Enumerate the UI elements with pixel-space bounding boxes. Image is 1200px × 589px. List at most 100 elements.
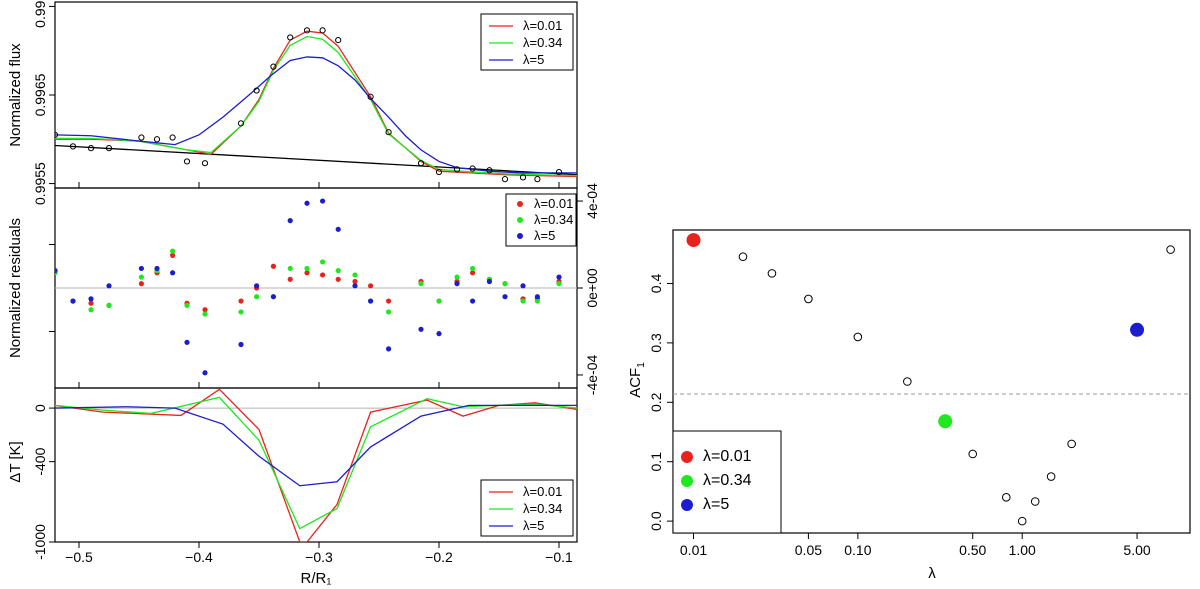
acf-highlight-point-1 bbox=[938, 414, 953, 429]
residuals-point-2 bbox=[238, 341, 244, 348]
residuals-point-2 bbox=[154, 265, 160, 272]
deltaT-series-0 bbox=[55, 388, 577, 542]
acf-xtick-label: 0.50 bbox=[959, 542, 986, 558]
residuals-point-1 bbox=[254, 294, 260, 300]
residuals-point-1 bbox=[304, 265, 310, 272]
flux-plot-area bbox=[55, 27, 577, 183]
flux-observed-point bbox=[335, 36, 342, 44]
residuals-point-2 bbox=[556, 274, 562, 280]
acf-ytick-label: 0.0 bbox=[648, 511, 664, 531]
flux-observed-point bbox=[534, 176, 541, 183]
residuals-point-0 bbox=[270, 263, 276, 269]
flux-observed-point bbox=[303, 27, 311, 34]
deltaT-x-axis: −0.5 −0.4 −0.3 −0.2 −0.1 bbox=[65, 542, 573, 565]
residuals-point-1 bbox=[287, 265, 293, 272]
deltaT-ytick-label: -1000 bbox=[32, 524, 48, 560]
residuals-legend-label-2: λ=5 bbox=[534, 228, 555, 243]
acf-open-point bbox=[853, 332, 863, 342]
residuals-legend-label-1: λ=0.34 bbox=[534, 212, 573, 227]
acf-open-point bbox=[1046, 472, 1056, 481]
residuals-point-2 bbox=[70, 298, 76, 304]
flux-observed-point bbox=[385, 129, 392, 136]
residuals-point-1 bbox=[138, 274, 144, 280]
acf-highlight-point-0 bbox=[686, 233, 701, 248]
residuals-point-2 bbox=[335, 226, 341, 232]
residuals-point-1 bbox=[238, 309, 244, 315]
residuals-point-1 bbox=[470, 265, 476, 272]
flux-observed-point bbox=[169, 134, 176, 141]
residuals-y-axis: -4e-04 0e+00 4e-04 bbox=[49, 183, 600, 395]
acf-xtick-label: 5.00 bbox=[1123, 542, 1150, 558]
residuals-ylabel: Normalized residuals bbox=[7, 218, 24, 358]
residuals-point-2 bbox=[436, 331, 442, 337]
flux-observed-point bbox=[287, 34, 294, 41]
acf-legend-label-0: λ=0.01 bbox=[703, 448, 752, 465]
residuals-point-2 bbox=[520, 283, 526, 289]
acf-ytick-label: 0.4 bbox=[648, 274, 664, 294]
flux-observed-point bbox=[367, 93, 374, 100]
residuals-plot-area bbox=[55, 198, 577, 376]
acf-xtick-label: 0.10 bbox=[844, 542, 871, 558]
deltaT-xtick-label: −0.4 bbox=[185, 549, 213, 565]
residuals-point-0 bbox=[320, 272, 326, 278]
flux-legend: λ=0.01 λ=0.34 λ=5 bbox=[480, 13, 574, 71]
residuals-point-2 bbox=[418, 326, 424, 332]
residuals-point-2 bbox=[486, 278, 492, 285]
residuals-point-1 bbox=[418, 281, 424, 287]
residuals-point-1 bbox=[556, 281, 562, 287]
residuals-point-1 bbox=[202, 311, 208, 317]
acf-plot-area bbox=[673, 233, 1190, 526]
residuals-legend-swatch-0 bbox=[517, 201, 523, 207]
residuals-point-2 bbox=[170, 270, 176, 276]
acf-ytick-label: 0.1 bbox=[648, 452, 664, 472]
flux-observed-point bbox=[105, 145, 113, 152]
deltaT-ytick-label: -400 bbox=[32, 447, 48, 475]
residuals-point-1 bbox=[520, 298, 526, 304]
flux-ytick-label: 0.9975 bbox=[32, 0, 48, 28]
flux-observed-point bbox=[153, 136, 161, 143]
residuals-point-1 bbox=[454, 274, 460, 280]
flux-observed-point bbox=[486, 167, 493, 174]
flux-observed-point bbox=[55, 131, 59, 138]
flux-observed-point bbox=[69, 143, 77, 150]
flux-observed-point bbox=[237, 120, 245, 127]
flux-observed-point bbox=[270, 63, 277, 70]
flux-observed-point bbox=[201, 160, 209, 167]
residuals-point-2 bbox=[470, 298, 476, 304]
residuals-point-1 bbox=[436, 298, 442, 304]
acf-ylabel-sub: 1 bbox=[636, 362, 647, 368]
deltaT-xtick-label: −0.2 bbox=[425, 549, 453, 565]
deltaT-plot-area bbox=[55, 388, 577, 542]
residuals-point-0 bbox=[170, 252, 176, 258]
flux-observed-point bbox=[453, 166, 461, 173]
residuals-point-1 bbox=[106, 302, 112, 308]
flux-ytick-label: 0.9965 bbox=[32, 73, 48, 116]
residuals-point-1 bbox=[502, 281, 508, 287]
residuals-point-0 bbox=[88, 300, 94, 306]
deltaT-legend-label-1: λ=0.34 bbox=[523, 501, 562, 516]
deltaT-xlabel: R/R₁ bbox=[301, 570, 332, 587]
residuals-point-2 bbox=[138, 265, 144, 272]
flux-observed-point bbox=[435, 168, 443, 176]
residuals-point-1 bbox=[88, 307, 94, 313]
residuals-point-0 bbox=[287, 276, 293, 282]
flux-series-2 bbox=[55, 56, 577, 174]
deltaT-series-2 bbox=[55, 404, 577, 487]
deltaT-ylabel: ΔT [K] bbox=[7, 441, 24, 482]
residuals-point-2 bbox=[270, 294, 276, 300]
deltaT-xtick-label: −0.3 bbox=[305, 549, 333, 565]
flux-observed-point bbox=[183, 158, 191, 165]
residuals-point-1 bbox=[352, 272, 358, 278]
deltaT-panel: 0 -400 -1000 −0.5 −0.4 −0.3 −0.2 −0.1 ΔT [K] R… bbox=[7, 387, 578, 587]
residuals-point-0 bbox=[238, 298, 244, 304]
acf-ytick-label: 0.3 bbox=[648, 333, 664, 353]
flux-observed-point bbox=[253, 87, 260, 94]
acf-open-point bbox=[1067, 439, 1076, 449]
residuals-point-2 bbox=[534, 294, 541, 300]
residuals-point-2 bbox=[106, 283, 112, 289]
acf-xlabel: λ bbox=[928, 565, 936, 582]
residuals-ytick-label: 0e+00 bbox=[584, 268, 600, 308]
flux-legend-label-2: λ=5 bbox=[523, 52, 544, 67]
deltaT-legend-label-2: λ=5 bbox=[523, 518, 544, 533]
